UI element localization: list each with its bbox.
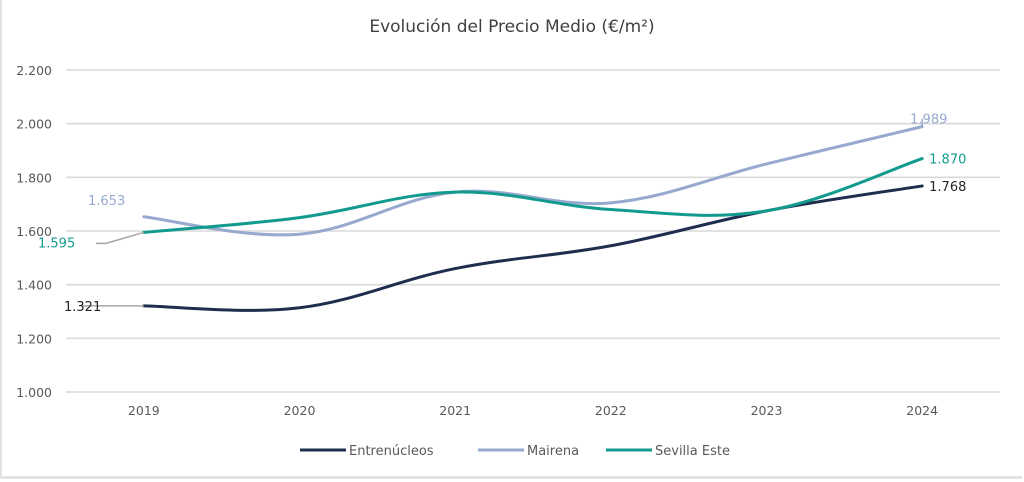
data-label: 1.595 bbox=[38, 236, 75, 251]
leader-line bbox=[96, 231, 145, 245]
data-label: 1.321 bbox=[64, 300, 101, 315]
data-label: 1.653 bbox=[88, 194, 125, 209]
x-tick-label: 2023 bbox=[751, 403, 783, 418]
data-label: 1.989 bbox=[910, 113, 947, 128]
y-axis-ticks: 1.000 1.200 1.400 1.600 1.800 2.000 2.200 bbox=[16, 63, 52, 400]
legend-item: Entrenúcleos bbox=[300, 444, 434, 459]
y-tick-label: 1.600 bbox=[16, 224, 52, 239]
x-tick-label: 2019 bbox=[128, 403, 160, 418]
data-label: 1.870 bbox=[929, 153, 966, 168]
y-tick-label: 1.000 bbox=[16, 385, 52, 400]
chart-title: Evolución del Precio Medio (€/m²) bbox=[369, 17, 654, 37]
gridlines bbox=[66, 69, 1000, 393]
y-tick-label: 1.400 bbox=[16, 278, 52, 293]
series-lines bbox=[142, 125, 924, 312]
x-tick-label: 2020 bbox=[284, 403, 316, 418]
data-labels: 1.321 1.768 1.653 1.989 1.595 1.870 bbox=[38, 113, 966, 315]
legend: Entrenúcleos Mairena Sevilla Este bbox=[300, 444, 730, 459]
legend-item: Mairena bbox=[478, 444, 579, 459]
x-axis-ticks: 2019 2020 2021 2022 2023 2024 bbox=[128, 403, 938, 418]
series-line-sevilla-este bbox=[142, 157, 924, 234]
y-tick-label: 2.000 bbox=[16, 117, 52, 132]
y-tick-label: 1.800 bbox=[16, 170, 52, 185]
legend-label: Entrenúcleos bbox=[349, 444, 434, 459]
y-tick-label: 2.200 bbox=[16, 63, 52, 78]
x-tick-label: 2021 bbox=[439, 403, 471, 418]
legend-label: Sevilla Este bbox=[655, 444, 730, 459]
x-tick-label: 2022 bbox=[595, 403, 627, 418]
x-tick-label: 2024 bbox=[906, 403, 938, 418]
legend-item: Sevilla Este bbox=[606, 444, 730, 459]
data-label: 1.768 bbox=[929, 180, 966, 195]
legend-label: Mairena bbox=[527, 444, 579, 459]
series-line-mairena bbox=[142, 125, 924, 237]
y-tick-label: 1.200 bbox=[16, 331, 52, 346]
series-line-entrenucleos bbox=[142, 184, 924, 312]
